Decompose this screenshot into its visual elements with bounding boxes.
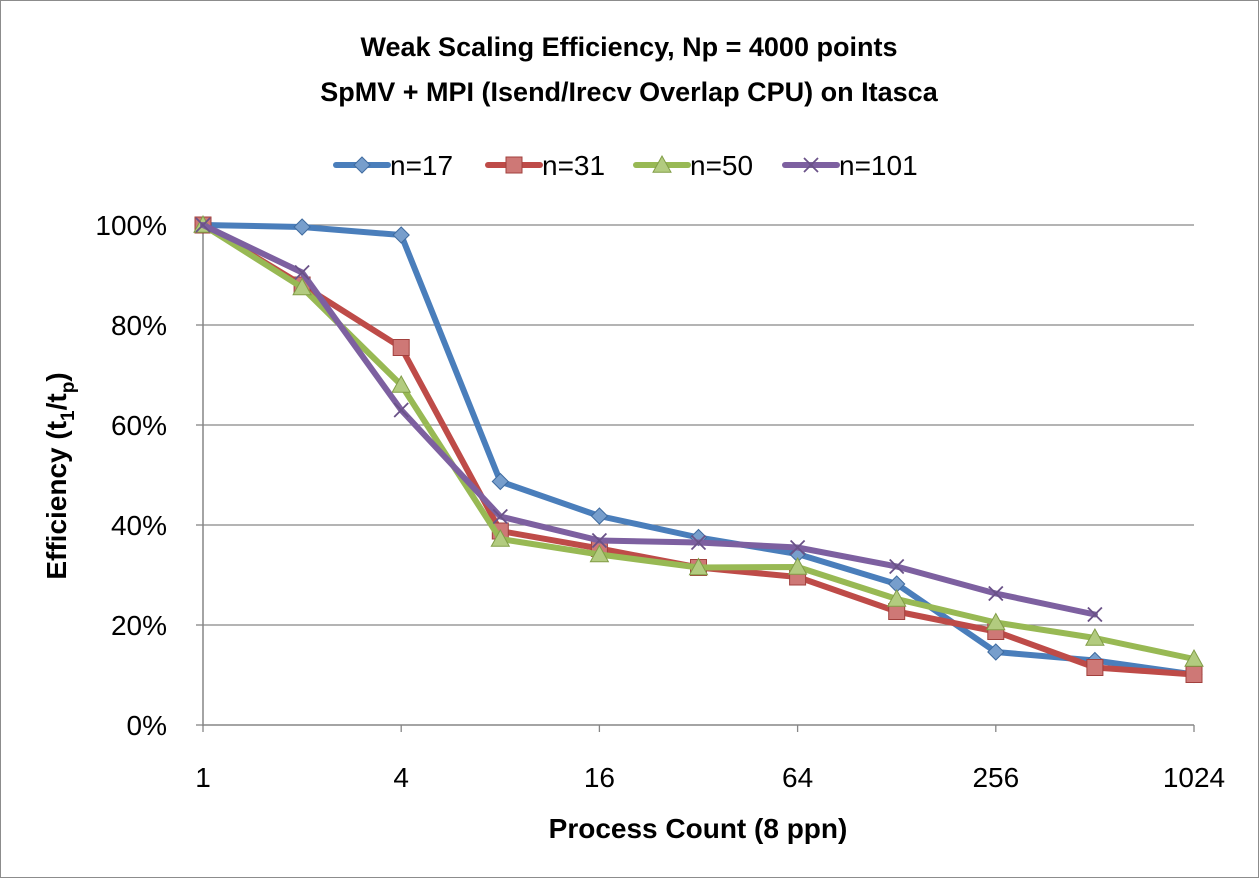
data-point [393,402,409,418]
data-point [688,557,709,576]
chart-title: Weak Scaling Efficiency, Np = 4000 point… [361,32,898,62]
data-point [590,507,609,525]
data-point [292,277,312,296]
legend-marker [505,156,523,174]
series-line [200,222,1197,662]
data-point [1087,606,1103,623]
data-point [491,472,510,491]
data-point [294,264,310,281]
chart-subtitle: SpMV + MPI (Isend/Irecv Overlap CPU) on … [320,77,938,107]
legend-item: n=101 [782,150,918,181]
x-axis-title: Process Count (8 ppn) [549,813,848,844]
x-tick-labels: 1 4 16 64 256 1024 [195,762,1225,793]
legend-label: n=101 [839,150,918,181]
x-tick-label: 256 [972,762,1019,793]
y-tick-label: 60% [111,410,167,441]
x-tick-label: 1 [195,762,211,793]
data-point [492,508,508,525]
legend-label: n=17 [390,150,453,181]
y-axis-title-mid: /t [41,393,72,410]
data-point [690,534,707,551]
legend: n=17 n=31 n=50 n=101 [333,150,918,181]
data-point [787,556,808,575]
y-tick-label: 0% [127,710,167,741]
data-point [886,588,907,607]
data-point [392,339,410,356]
data-point [987,643,1005,661]
data-point [1184,648,1204,667]
series-line [200,222,1197,678]
y-tick-label: 20% [111,610,167,641]
data-point [293,218,311,236]
data-point [985,612,1006,631]
data-point [391,374,412,393]
y-tick-labels: 0% 20% 40% 60% 80% 100% [95,210,167,741]
legend-label: n=50 [690,150,753,181]
y-tick-label: 80% [111,310,167,341]
y-tick-label: 40% [111,510,167,541]
data-point [988,585,1004,602]
legend-item: n=17 [333,150,453,181]
data-point [1185,666,1203,683]
series-n=50 [193,214,1204,667]
legend-marker [652,154,672,173]
series-line [200,222,1098,618]
series-n=31 [194,216,1203,683]
legend-item: n=50 [633,150,753,181]
x-tick-label: 1024 [1163,762,1225,793]
legend-marker [353,156,371,174]
data-point [789,539,806,556]
legend-item: n=31 [485,150,605,181]
y-axis-title-suffix: ) [41,372,72,381]
data-point [1086,659,1104,676]
series-line [200,222,1197,678]
series-layer [193,214,1204,684]
y-axis-title: Efficiency (t1/tp) [41,372,79,579]
y-axis-title-prefix: Efficiency (t [41,421,72,580]
x-tick-label: 4 [393,762,409,793]
axes [202,225,1195,732]
x-tick-label: 16 [584,762,615,793]
legend-marker [803,157,819,173]
series-n=101 [195,217,1103,623]
data-point [1085,627,1105,646]
data-point [889,558,905,575]
series-n=17 [194,216,1203,684]
x-tick-label: 64 [782,762,813,793]
y-axis-title-sub2: p [58,382,79,394]
data-point [392,226,410,244]
data-point [490,528,511,547]
data-point [195,217,211,233]
data-point [589,544,610,563]
legend-label: n=31 [542,150,605,181]
data-point [591,532,608,549]
y-tick-label: 100% [95,210,167,241]
y-axis-title-sub1: 1 [58,410,79,421]
